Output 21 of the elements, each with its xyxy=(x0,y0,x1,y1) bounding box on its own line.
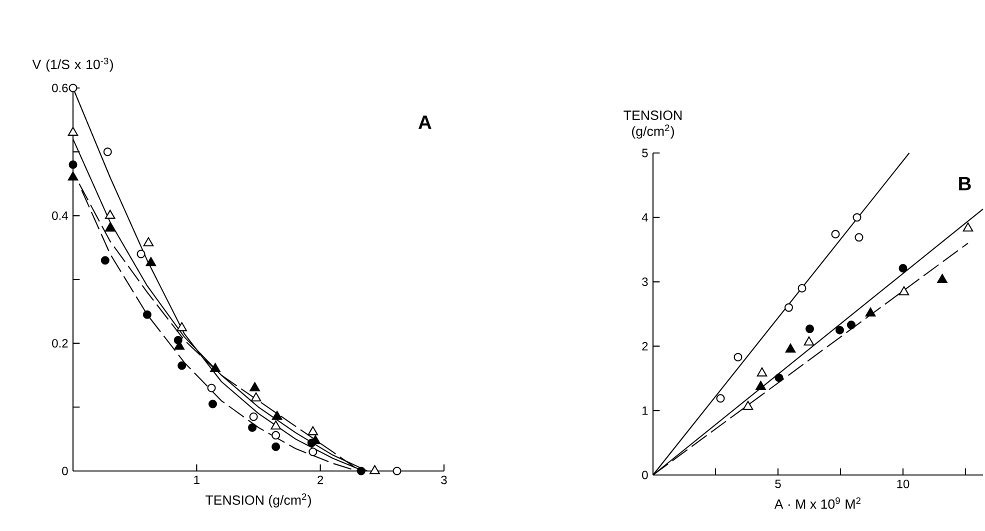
x-tick-label: 5 xyxy=(775,480,781,488)
y-tick-label: 0.6 xyxy=(52,84,68,92)
y-tick-label: 3 xyxy=(642,278,648,286)
y-tick-label: 4 xyxy=(642,213,648,222)
y-tick-label: 0 xyxy=(62,466,68,476)
y-tick-label: 2 xyxy=(642,342,648,350)
x-tick-label: 2 xyxy=(318,476,324,484)
x-axis-title: A · M x 10$^{9}$ M$^{2}$ xyxy=(774,497,861,509)
text: B xyxy=(959,177,971,190)
y-axis-title: TENSION (g/cm$^{2}$) xyxy=(624,110,682,139)
y-axis-title: V (1/S x 10$^{-3}$) xyxy=(32,58,113,72)
text: A xyxy=(418,116,432,129)
y-tick-label: 0.2 xyxy=(52,339,68,348)
x-tick-label: 10 xyxy=(897,480,910,488)
x-tick-label: 1 xyxy=(194,476,200,484)
y-tick-label: 0 xyxy=(642,470,648,480)
x-tick-label: 3 xyxy=(441,476,447,484)
y-tick-label: 0.4 xyxy=(52,211,68,220)
y-tick-label: 1 xyxy=(642,406,648,415)
x-axis-title: TENSION (g/cm$^{2}$) xyxy=(206,493,311,508)
y-tick-label: 5 xyxy=(642,148,648,158)
